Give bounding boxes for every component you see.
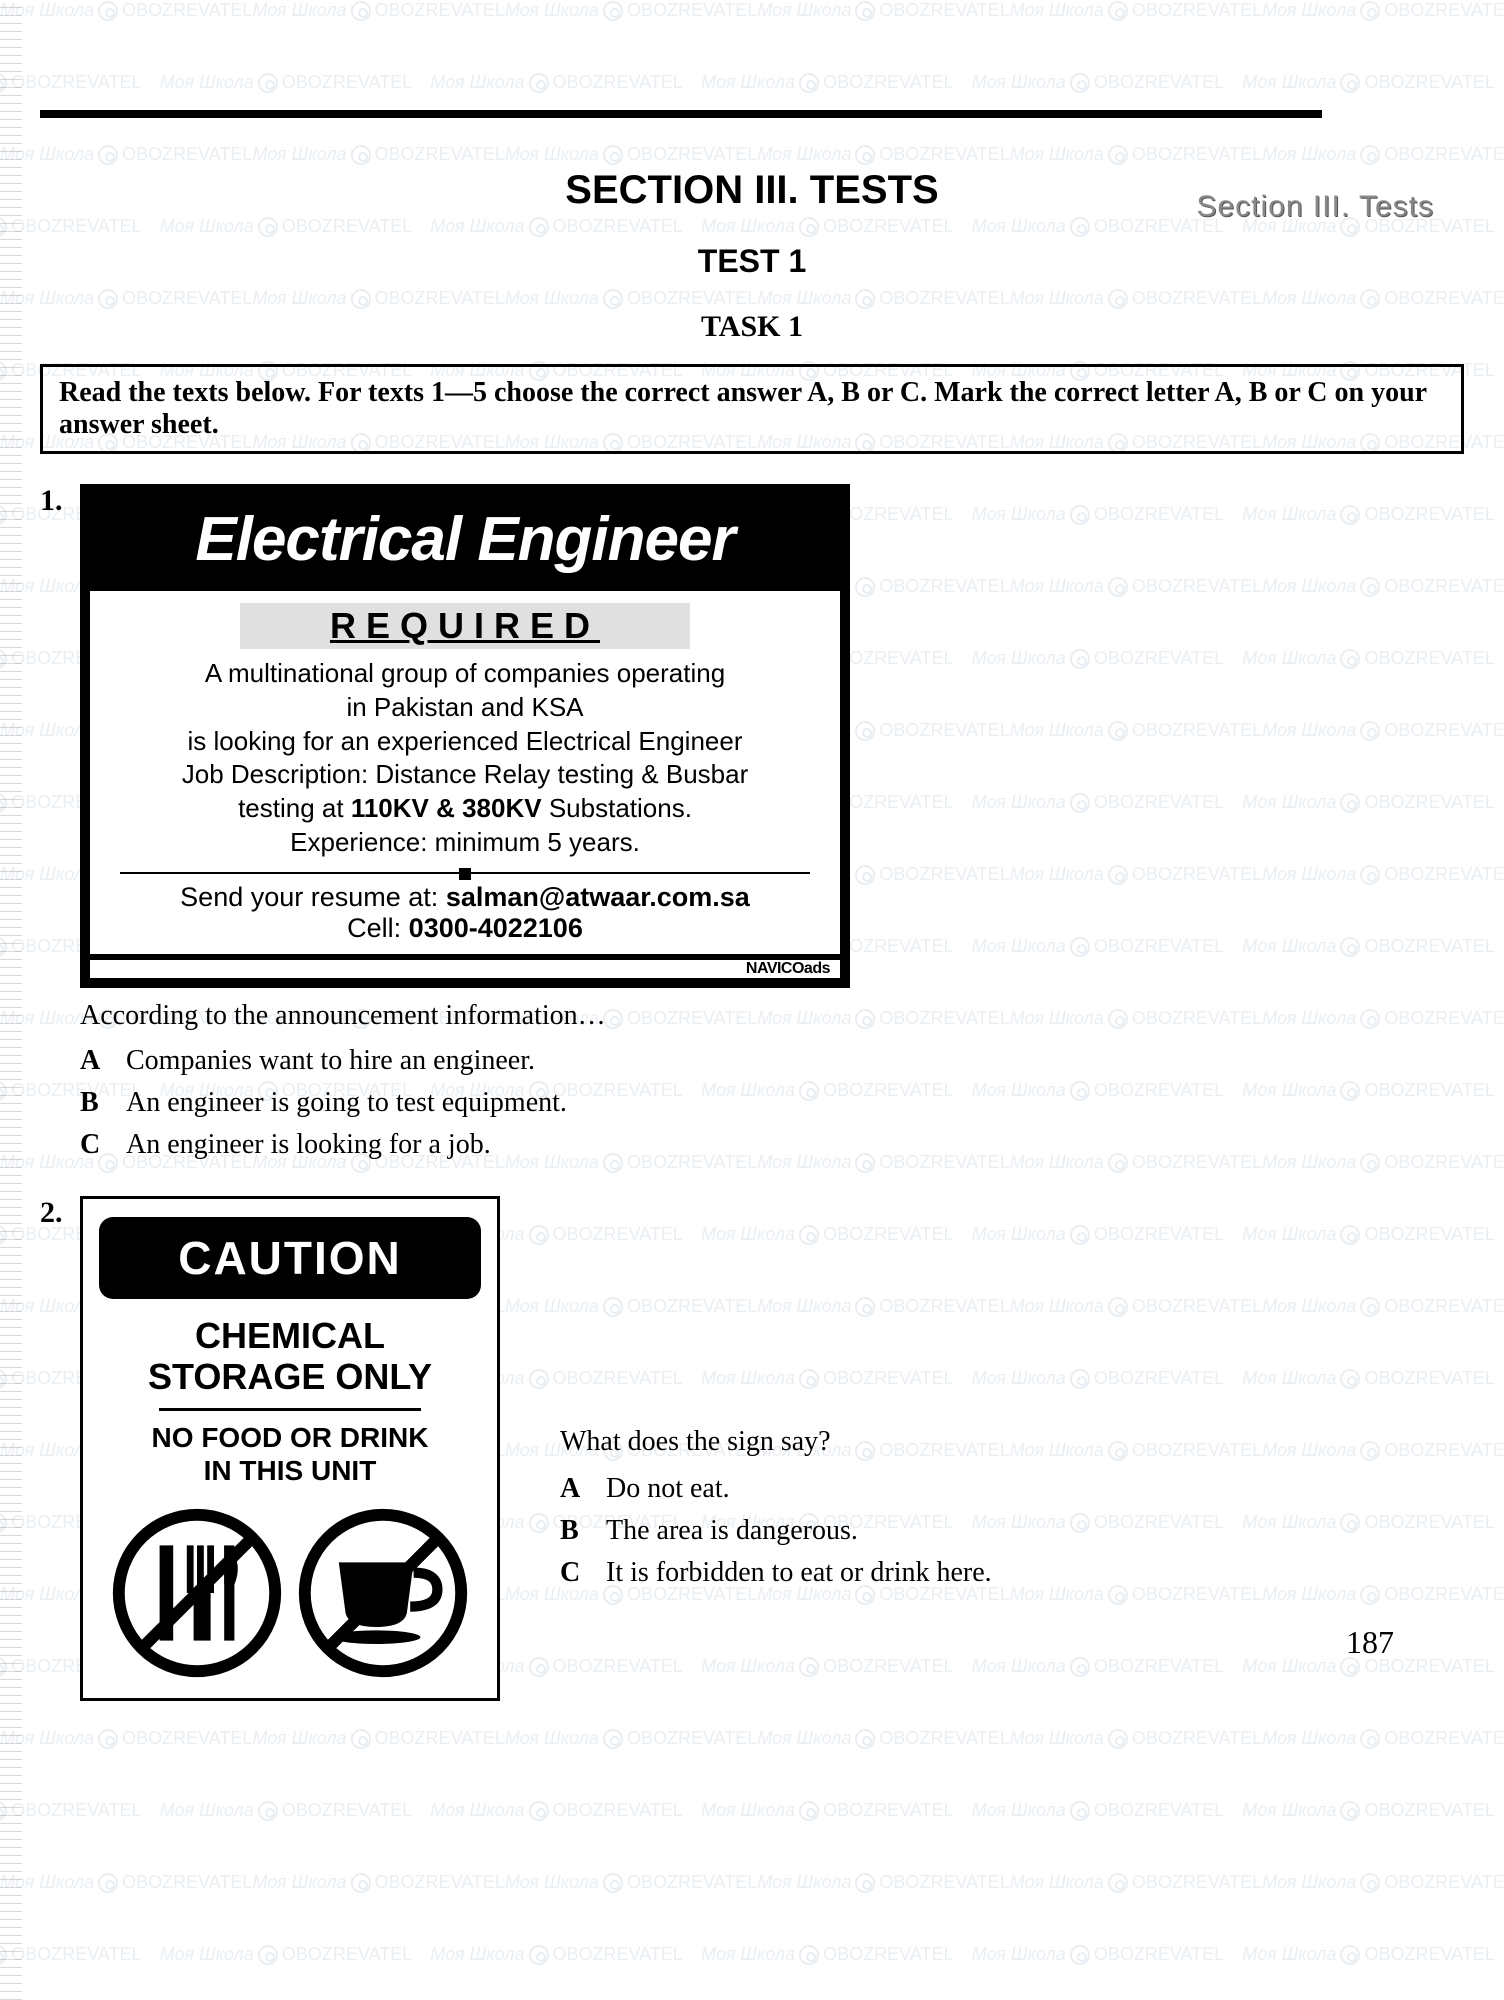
instructions-box: Read the texts below. For texts 1—5 choo…: [40, 364, 1464, 454]
test-label: TEST 1: [40, 243, 1464, 280]
no-drink-icon: [298, 1508, 468, 1678]
page-content: Section III. Tests SECTION III. TESTS TE…: [40, 110, 1464, 1701]
q2-right-column: What does the sign say? A Do not eat. B …: [560, 1426, 992, 1594]
q1-opt-a-text: Companies want to hire an engineer.: [126, 1040, 535, 1082]
ad1-line3: is looking for an experienced Electrical…: [110, 725, 820, 759]
scan-edge-artifact: [0, 0, 22, 2000]
opt-letter-c: C: [80, 1124, 126, 1166]
q1-number: 1.: [40, 484, 80, 518]
ad1-cell-pre: Cell:: [347, 913, 409, 943]
q2-opt-c-text: It is forbidden to eat or drink here.: [606, 1552, 992, 1594]
ad1-line5-pre: testing at: [238, 793, 351, 823]
q2-number: 2.: [40, 1196, 80, 1230]
ad1-footer: NAVICOads: [90, 954, 840, 978]
q1-option-b: B An engineer is going to test equipment…: [80, 1082, 1464, 1124]
opt-letter-b: B: [80, 1082, 126, 1124]
opt-letter-a: A: [80, 1040, 126, 1082]
task-label: TASK 1: [40, 310, 1464, 344]
q2-caution-sign: CAUTION CHEMICAL STORAGE ONLY NO FOOD OR…: [80, 1196, 500, 1701]
ad1-required: REQUIRED: [240, 603, 690, 649]
q2-option-b: B The area is dangerous.: [560, 1510, 992, 1552]
ad1-line5-post: Substations.: [542, 793, 692, 823]
q1-question-text: According to the announcement informatio…: [80, 1000, 1464, 1032]
caution-main2: STORAGE ONLY: [148, 1356, 432, 1397]
ad1-line1: A multinational group of companies opera…: [110, 657, 820, 691]
q1-options: A Companies want to hire an engineer. B …: [80, 1040, 1464, 1166]
caution-hr: [159, 1408, 421, 1411]
question-1-block: 1. Electrical Engineer REQUIRED A multin…: [40, 484, 1464, 988]
q1-opt-c-text: An engineer is looking for a job.: [126, 1124, 491, 1166]
ad1-body: A multinational group of companies opera…: [90, 657, 840, 868]
ad1-line4: Job Description: Distance Relay testing …: [110, 758, 820, 792]
ad1-line6: Experience: minimum 5 years.: [110, 826, 820, 860]
ad1-line5-bold: 110KV & 380KV: [351, 793, 542, 823]
opt-letter-a2: A: [560, 1468, 606, 1510]
question-2-block: 2. CAUTION CHEMICAL STORAGE ONLY NO FOOD…: [40, 1196, 1464, 1701]
opt-letter-c2: C: [560, 1552, 606, 1594]
caution-sub1: NO FOOD OR DRINK: [152, 1422, 429, 1453]
q2-question-text: What does the sign say?: [560, 1426, 992, 1458]
q2-option-a: A Do not eat.: [560, 1468, 992, 1510]
ad1-contact-email: salman@atwaar.com.sa: [446, 882, 750, 912]
caution-main: CHEMICAL STORAGE ONLY: [99, 1315, 481, 1398]
q2-option-c: C It is forbidden to eat or drink here.: [560, 1552, 992, 1594]
q1-option-c: C An engineer is looking for a job.: [80, 1124, 1464, 1166]
q2-opt-a-text: Do not eat.: [606, 1468, 730, 1510]
caution-sub: NO FOOD OR DRINK IN THIS UNIT: [99, 1421, 481, 1488]
page-number: 187: [1346, 1624, 1394, 1661]
ad1-line5: testing at 110KV & 380KV Substations.: [110, 792, 820, 826]
section-header-right: Section III. Tests: [1196, 190, 1434, 224]
ad1-title: Electrical Engineer: [90, 494, 840, 591]
q1-advertisement: Electrical Engineer REQUIRED A multinati…: [80, 484, 850, 988]
ad1-contact-pre: Send your resume at:: [180, 882, 446, 912]
caution-main1: CHEMICAL: [195, 1315, 385, 1356]
opt-letter-b2: B: [560, 1510, 606, 1552]
q1-opt-b-text: An engineer is going to test equipment.: [126, 1082, 567, 1124]
q1-option-a: A Companies want to hire an engineer.: [80, 1040, 1464, 1082]
top-rule: [40, 110, 1322, 118]
caution-sub2: IN THIS UNIT: [204, 1455, 377, 1486]
prohibit-icon-row: [99, 1508, 481, 1678]
q2-opt-b-text: The area is dangerous.: [606, 1510, 858, 1552]
ad1-line2: in Pakistan and KSA: [110, 691, 820, 725]
ad1-rule: [120, 872, 810, 874]
no-food-icon: [112, 1508, 282, 1678]
ad1-cell-num: 0300-4022106: [409, 913, 583, 943]
ad1-footer-text: NAVICOads: [746, 960, 830, 977]
caution-header: CAUTION: [99, 1217, 481, 1299]
ad1-contact: Send your resume at: salman@atwaar.com.s…: [90, 878, 840, 954]
